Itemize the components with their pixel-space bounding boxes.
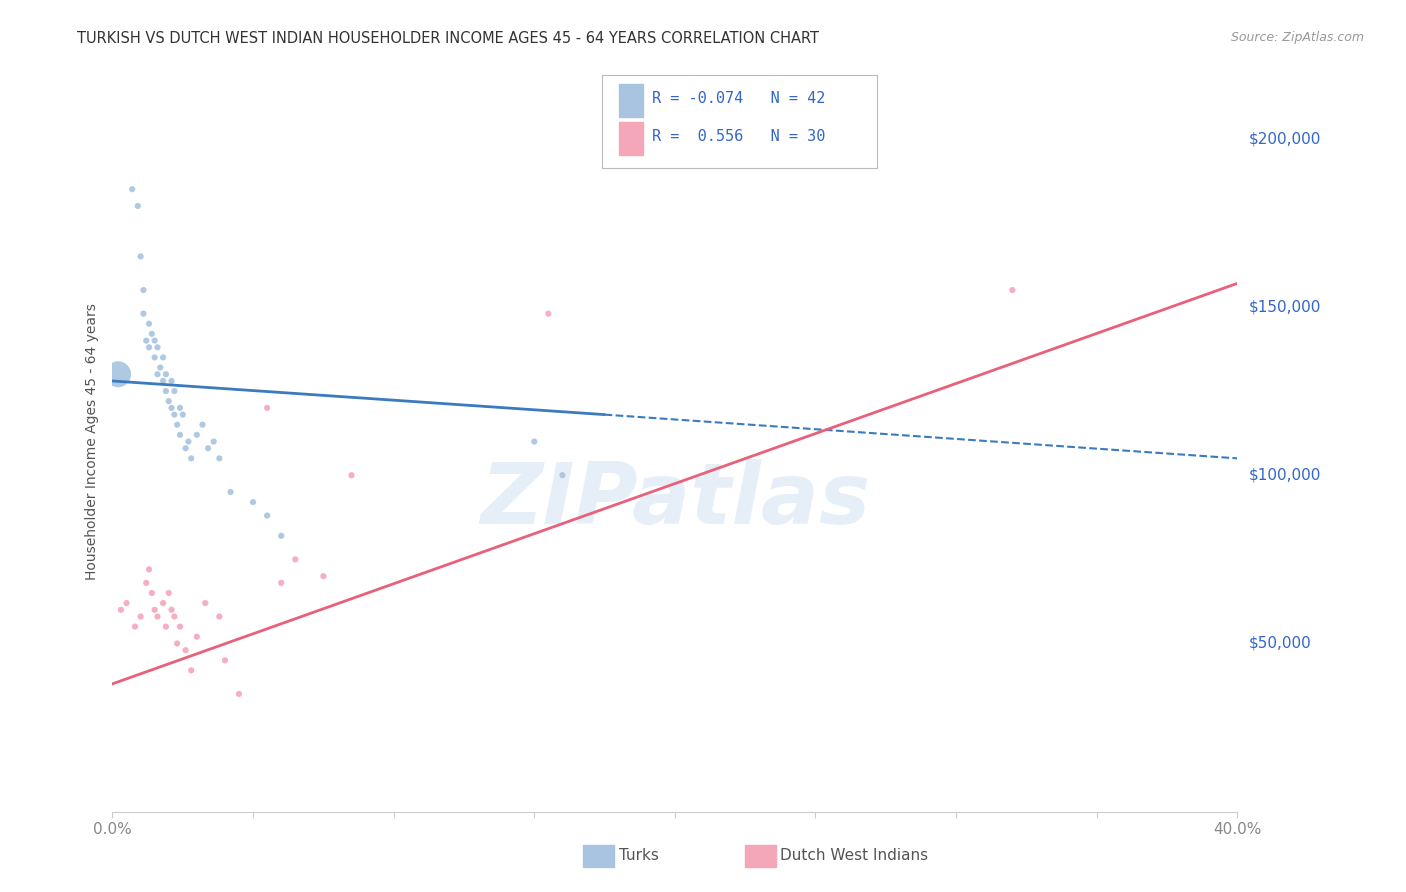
Point <box>138 317 160 331</box>
Point <box>180 451 202 466</box>
Text: Turks: Turks <box>619 848 658 863</box>
Point <box>1001 283 1024 297</box>
Point <box>157 586 180 600</box>
FancyBboxPatch shape <box>602 75 877 168</box>
Bar <box>619 122 644 155</box>
Point <box>152 374 174 388</box>
Point <box>284 552 307 566</box>
Point <box>141 326 163 341</box>
Point <box>169 401 191 415</box>
Point <box>186 427 208 442</box>
Point <box>143 351 166 365</box>
Point <box>191 417 214 432</box>
Point <box>155 384 177 398</box>
Point <box>143 334 166 348</box>
Point <box>155 619 177 633</box>
Text: Source: ZipAtlas.com: Source: ZipAtlas.com <box>1230 31 1364 45</box>
Point <box>537 307 560 321</box>
Point <box>194 596 217 610</box>
Text: $100,000: $100,000 <box>1249 467 1320 483</box>
Point <box>186 630 208 644</box>
Text: $150,000: $150,000 <box>1249 300 1320 314</box>
Point <box>197 442 219 456</box>
Point <box>124 619 146 633</box>
Point <box>163 384 186 398</box>
Point <box>160 374 183 388</box>
Point <box>129 250 152 264</box>
Text: R = -0.074   N = 42: R = -0.074 N = 42 <box>652 91 825 106</box>
Point <box>523 434 546 449</box>
Point <box>208 451 231 466</box>
Point <box>132 307 155 321</box>
Bar <box>619 84 644 117</box>
Point <box>177 434 200 449</box>
Point <box>169 427 191 442</box>
Point <box>155 368 177 382</box>
Point <box>174 643 197 657</box>
Point <box>121 182 143 196</box>
Point <box>138 340 160 354</box>
Point <box>152 596 174 610</box>
Text: ZIPatlas: ZIPatlas <box>479 459 870 542</box>
Point <box>135 334 157 348</box>
Point <box>146 368 169 382</box>
Text: R =  0.556   N = 30: R = 0.556 N = 30 <box>652 129 825 145</box>
Point <box>160 401 183 415</box>
Point <box>138 562 160 576</box>
Point <box>219 485 242 500</box>
Point <box>242 495 264 509</box>
Point <box>127 199 149 213</box>
Point <box>143 603 166 617</box>
Point <box>180 664 202 678</box>
Point <box>256 401 278 415</box>
Text: Dutch West Indians: Dutch West Indians <box>780 848 928 863</box>
Point <box>135 575 157 590</box>
Point <box>166 417 188 432</box>
Point <box>270 575 292 590</box>
Point <box>129 609 152 624</box>
Point <box>208 609 231 624</box>
Point <box>340 468 363 483</box>
Point <box>141 586 163 600</box>
Point <box>146 340 169 354</box>
Point <box>312 569 335 583</box>
Point <box>160 603 183 617</box>
Y-axis label: Householder Income Ages 45 - 64 years: Householder Income Ages 45 - 64 years <box>84 303 98 580</box>
Point <box>174 442 197 456</box>
Point <box>214 653 236 667</box>
Point <box>146 609 169 624</box>
Text: TURKISH VS DUTCH WEST INDIAN HOUSEHOLDER INCOME AGES 45 - 64 YEARS CORRELATION C: TURKISH VS DUTCH WEST INDIAN HOUSEHOLDER… <box>77 31 820 46</box>
Point <box>163 609 186 624</box>
Text: $200,000: $200,000 <box>1249 131 1320 146</box>
Point <box>551 468 574 483</box>
Point <box>166 636 188 650</box>
Point <box>132 283 155 297</box>
Text: $50,000: $50,000 <box>1249 636 1312 651</box>
Point <box>149 360 172 375</box>
Point <box>110 603 132 617</box>
Point <box>157 394 180 409</box>
Point <box>228 687 250 701</box>
Point <box>107 368 129 382</box>
Point <box>270 529 292 543</box>
Point <box>256 508 278 523</box>
Point <box>115 596 138 610</box>
Point <box>169 619 191 633</box>
Point <box>152 351 174 365</box>
Point <box>172 408 194 422</box>
Point <box>163 408 186 422</box>
Point <box>202 434 225 449</box>
